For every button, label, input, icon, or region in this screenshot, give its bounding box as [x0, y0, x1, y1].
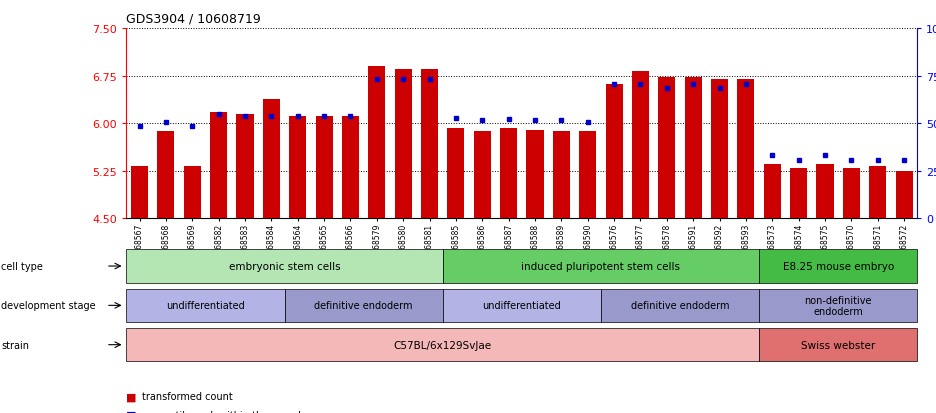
Text: C57BL/6x129SvJae: C57BL/6x129SvJae: [394, 340, 491, 350]
Bar: [738, 80, 754, 219]
Text: strain: strain: [1, 340, 29, 350]
Text: non-definitive
endoderm: non-definitive endoderm: [804, 295, 872, 316]
Bar: [606, 85, 622, 219]
Text: transformed count: transformed count: [142, 392, 233, 401]
Bar: [237, 114, 254, 219]
Bar: [500, 129, 518, 219]
Bar: [447, 129, 464, 219]
Bar: [210, 113, 227, 219]
Bar: [395, 70, 412, 219]
Text: GDS3904 / 10608719: GDS3904 / 10608719: [126, 12, 261, 25]
Bar: [870, 167, 886, 219]
Text: definitive endoderm: definitive endoderm: [314, 301, 413, 311]
Text: undifferentiated: undifferentiated: [166, 301, 245, 311]
Bar: [421, 70, 438, 219]
Text: embryonic stem cells: embryonic stem cells: [228, 261, 341, 271]
Text: E8.25 mouse embryo: E8.25 mouse embryo: [782, 261, 894, 271]
Bar: [684, 78, 702, 219]
Text: induced pluripotent stem cells: induced pluripotent stem cells: [521, 261, 680, 271]
Text: percentile rank within the sample: percentile rank within the sample: [142, 410, 307, 413]
Text: definitive endoderm: definitive endoderm: [631, 301, 729, 311]
Bar: [157, 131, 174, 219]
Text: development stage: development stage: [1, 301, 95, 311]
Bar: [553, 131, 570, 219]
Bar: [896, 172, 913, 219]
Text: ■: ■: [126, 410, 137, 413]
Text: undifferentiated: undifferentiated: [482, 301, 562, 311]
Bar: [289, 116, 306, 219]
Bar: [183, 166, 201, 219]
Bar: [658, 78, 676, 219]
Text: cell type: cell type: [1, 261, 43, 271]
Bar: [790, 168, 807, 219]
Bar: [131, 167, 148, 219]
Bar: [315, 116, 332, 219]
Bar: [526, 130, 544, 219]
Bar: [263, 100, 280, 219]
Text: Swiss webster: Swiss webster: [801, 340, 875, 350]
Bar: [764, 165, 781, 219]
Text: ■: ■: [126, 392, 137, 401]
Bar: [342, 116, 359, 219]
Bar: [368, 67, 386, 219]
Bar: [842, 168, 860, 219]
Bar: [579, 132, 596, 219]
Bar: [816, 165, 834, 219]
Bar: [711, 80, 728, 219]
Bar: [632, 72, 649, 219]
Bar: [474, 131, 490, 219]
